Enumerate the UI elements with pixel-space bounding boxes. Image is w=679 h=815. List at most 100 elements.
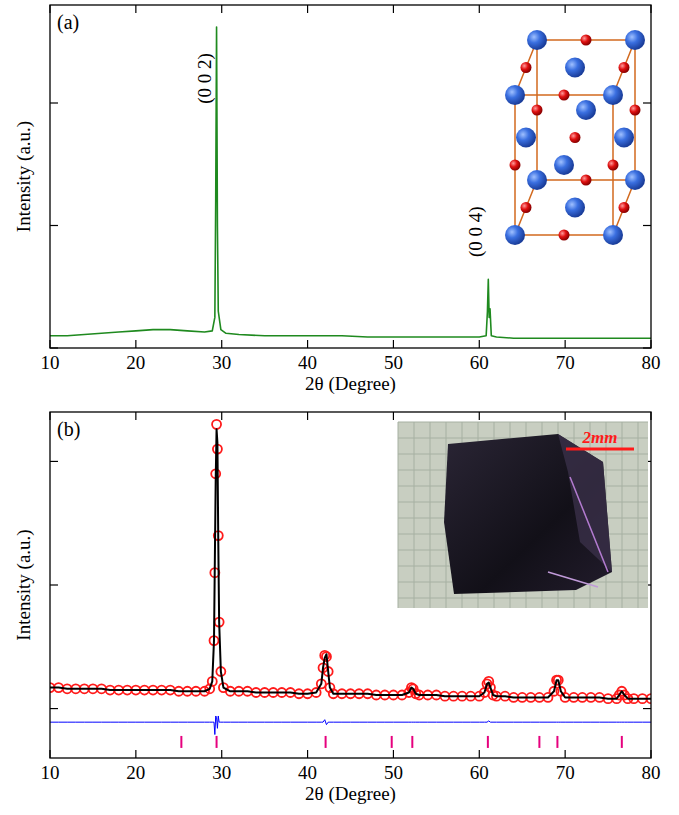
crystal-facet	[558, 434, 612, 572]
bragg-tick	[538, 736, 540, 748]
bragg-tick	[556, 736, 558, 748]
x-tick	[565, 340, 566, 348]
x-tick-label: 10	[41, 762, 60, 783]
scale-label: 2mm	[582, 428, 618, 447]
atom-small	[619, 62, 630, 73]
atom-large	[614, 128, 634, 148]
crystal-inset	[505, 30, 645, 245]
bragg-tick	[391, 736, 393, 748]
y-tick	[50, 584, 58, 585]
x-tick	[221, 750, 222, 758]
atom-small	[510, 160, 521, 171]
atom-large	[576, 100, 596, 120]
atom-small	[559, 230, 570, 241]
x-tick	[135, 340, 136, 348]
x-axis-title: 2θ (Degree)	[305, 783, 396, 805]
x-tick	[650, 412, 651, 420]
y-tick	[643, 708, 651, 709]
x-tick	[393, 5, 394, 13]
photo-grid	[398, 422, 399, 608]
photo-grid	[398, 422, 648, 423]
bragg-tick	[487, 736, 489, 748]
x-tick-label: 40	[298, 352, 317, 373]
crystal-highlight	[570, 477, 608, 572]
peak-label: (0 0 2)	[194, 53, 216, 104]
panel-label: (a)	[57, 11, 79, 34]
atom-small	[570, 132, 581, 143]
x-tick	[221, 5, 222, 13]
x-tick	[565, 5, 566, 13]
x-tick	[650, 750, 651, 758]
x-tick	[135, 750, 136, 758]
atom-large	[527, 30, 547, 50]
photo-grid	[638, 422, 639, 608]
observed-point	[212, 420, 221, 429]
x-tick-label: 60	[470, 352, 489, 373]
y-axis-title: Intensity (a.u.)	[13, 529, 35, 640]
atom-small	[619, 202, 630, 213]
y-tick	[50, 102, 58, 103]
scale-bar	[566, 448, 634, 451]
bragg-tick	[325, 736, 327, 748]
x-tick	[49, 750, 50, 758]
x-tick-label: 20	[126, 352, 145, 373]
plot-data	[50, 27, 651, 338]
x-tick	[307, 412, 308, 420]
atom-large	[505, 85, 525, 105]
x-tick-label: 50	[384, 762, 403, 783]
atom-large	[603, 85, 623, 105]
atom-small	[532, 105, 543, 116]
x-tick	[307, 750, 308, 758]
x-tick-label: 80	[642, 352, 661, 373]
x-tick	[135, 412, 136, 420]
x-tick-label: 20	[126, 762, 145, 783]
x-tick	[565, 412, 566, 420]
x-tick	[479, 750, 480, 758]
bragg-tick	[216, 736, 218, 748]
y-tick	[643, 225, 651, 226]
y-tick	[50, 225, 58, 226]
atom-large	[516, 128, 536, 148]
atom-large	[625, 30, 645, 50]
x-tick-label: 40	[298, 762, 317, 783]
plot-frame	[50, 5, 651, 348]
atom-small	[521, 202, 532, 213]
x-tick	[49, 5, 50, 13]
figure: 10 20 30 40 50 60 70 80 2θ (Degree) Intensity (a.…	[0, 0, 679, 815]
panel-label: (b)	[57, 418, 80, 441]
x-tick-label: 30	[212, 352, 231, 373]
x-tick	[221, 412, 222, 420]
series-line	[50, 27, 651, 338]
atom-small	[559, 90, 570, 101]
series-line	[50, 429, 651, 698]
x-tick	[479, 340, 480, 348]
x-tick	[565, 750, 566, 758]
x-tick	[393, 340, 394, 348]
series-line	[50, 716, 651, 735]
crystal-photo	[444, 434, 612, 594]
atom-small	[630, 105, 641, 116]
x-tick-label: 70	[556, 352, 575, 373]
atom-large	[565, 58, 585, 78]
plot-data	[50, 420, 651, 748]
x-tick	[49, 412, 50, 420]
atom-large	[527, 170, 547, 190]
y-tick	[50, 347, 58, 348]
atom-large	[603, 225, 623, 245]
x-tick	[307, 340, 308, 348]
atom-large	[554, 155, 574, 175]
atom-small	[581, 175, 592, 186]
peak-label: (0 0 4)	[465, 206, 487, 257]
x-tick	[479, 5, 480, 13]
x-axis-title: 2θ (Degree)	[305, 373, 396, 395]
x-tick-label: 70	[556, 762, 575, 783]
x-tick	[221, 340, 222, 348]
atom-small	[521, 62, 532, 73]
y-tick	[643, 347, 651, 348]
x-tick	[49, 340, 50, 348]
y-axis-title: Intensity (a.u.)	[13, 121, 35, 232]
plot-frame	[50, 412, 651, 758]
x-tick	[650, 340, 651, 348]
x-tick-label: 80	[642, 762, 661, 783]
photo-grid	[430, 422, 431, 608]
